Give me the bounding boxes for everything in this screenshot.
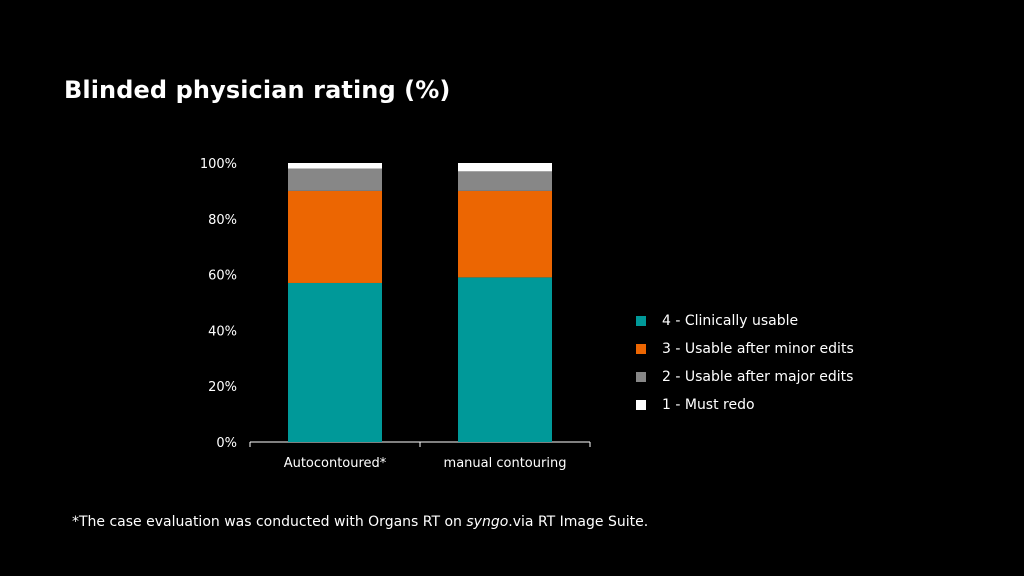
chart-legend: 4 - Clinically usable 3 - Usable after mi… xyxy=(636,307,854,419)
bar-segment xyxy=(288,190,382,283)
legend-label: 3 - Usable after minor edits xyxy=(662,341,854,357)
legend-swatch xyxy=(636,316,646,326)
legend-swatch xyxy=(636,344,646,354)
y-tick-label: 80% xyxy=(208,213,237,228)
y-tick-label: 0% xyxy=(216,436,237,451)
bar-segment xyxy=(458,163,552,172)
y-tick-label: 100% xyxy=(200,157,237,172)
legend-item: 2 - Usable after major edits xyxy=(636,363,854,391)
footnote-suffix: .via RT Image Suite. xyxy=(508,514,649,530)
chart-title: Blinded physician rating (%) xyxy=(64,76,451,104)
legend-label: 1 - Must redo xyxy=(662,397,755,413)
legend-item: 3 - Usable after minor edits xyxy=(636,335,854,363)
x-tick-label: Autocontoured* xyxy=(284,456,387,471)
bar-segment xyxy=(458,171,552,191)
footnote-emphasis: syngo xyxy=(466,514,509,530)
y-tick-label: 40% xyxy=(208,324,237,339)
x-tick-label: manual contouring xyxy=(444,456,567,471)
bar-segment xyxy=(288,282,382,442)
y-tick-label: 60% xyxy=(208,269,237,284)
y-tick-label: 20% xyxy=(208,380,237,395)
legend-item: 4 - Clinically usable xyxy=(636,307,854,335)
legend-label: 4 - Clinically usable xyxy=(662,313,799,329)
footnote: *The case evaluation was conducted with … xyxy=(72,514,648,530)
bar-segment xyxy=(288,168,382,191)
bar-segment xyxy=(288,163,382,169)
bar-segment xyxy=(458,190,552,278)
footnote-prefix: *The case evaluation was conducted with … xyxy=(72,514,467,530)
legend-swatch xyxy=(636,372,646,382)
legend-item: 1 - Must redo xyxy=(636,391,854,419)
bar-segment xyxy=(458,277,552,442)
legend-label: 2 - Usable after major edits xyxy=(662,369,854,385)
legend-swatch xyxy=(636,400,646,410)
